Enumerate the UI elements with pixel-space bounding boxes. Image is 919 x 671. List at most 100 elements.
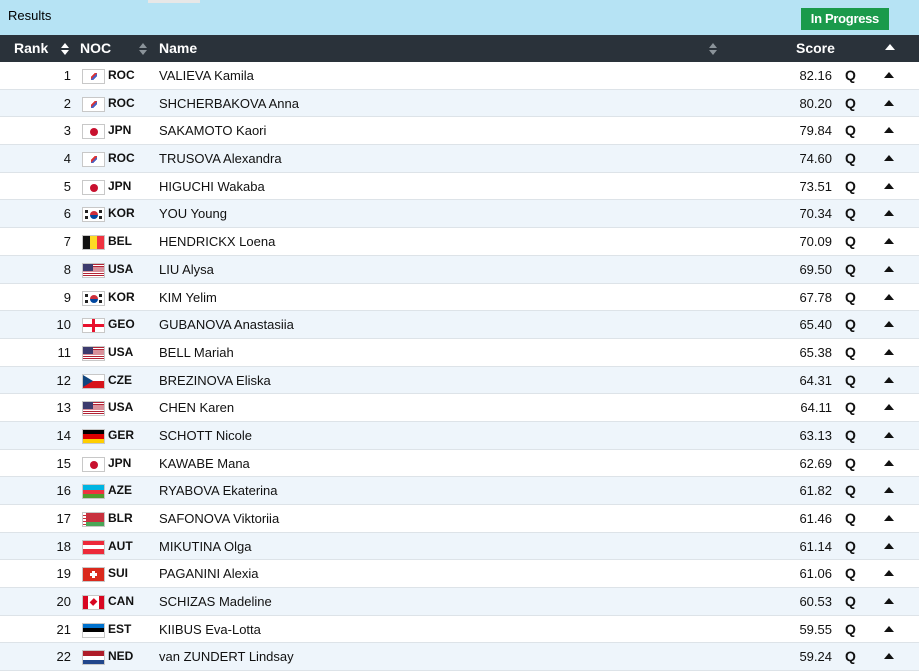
score-cell: 74.60 [799,151,832,167]
table-row[interactable]: 13 USA CHEN Karen 64.11 Q [0,394,919,422]
expand-row-icon[interactable] [884,515,894,521]
rank-cell: 8 [63,261,71,277]
athlete-name[interactable]: RYABOVA Ekaterina [159,483,278,499]
table-row[interactable]: 5 JPN HIGUCHI Wakaba 73.51 Q [0,173,919,201]
results-table-body: 1 ROC VALIEVA Kamila 82.16 Q 2 ROC SHCHERBAKOVA… [0,62,919,671]
flag-usa-icon [82,262,105,278]
score-cell: 70.34 [799,206,832,222]
table-row[interactable]: 21 EST KIIBUS Eva-Lotta 59.55 Q [0,616,919,644]
table-row[interactable]: 8 USA LIU Alysa 69.50 Q [0,255,919,284]
table-row[interactable]: 14 GER SCHOTT Nicole 63.13 Q [0,421,919,450]
expand-row-icon[interactable] [884,570,894,577]
athlete-name[interactable]: KIIBUS Eva-Lotta [159,621,261,637]
athlete-name[interactable]: BREZINOVA Eliska [159,372,271,388]
expand-row-icon[interactable] [884,127,894,134]
rank-cell: 14 [56,427,71,443]
table-row[interactable]: 22 NED van ZUNDERT Lindsay 59.24 Q [0,643,919,671]
athlete-name[interactable]: HENDRICKX Loena [159,234,276,250]
table-row[interactable]: 11 USA BELL Mariah 65.38 Q [0,339,919,367]
table-row[interactable]: 12 CZE BREZINOVA Eliska 64.31 Q [0,366,919,395]
table-row[interactable]: 19 SUI PAGANINI Alexia 61.06 Q [0,560,919,589]
athlete-name[interactable]: TRUSOVA Alexandra [159,151,282,167]
expand-row-icon[interactable] [884,99,894,106]
athlete-name[interactable]: VALIEVA Kamila [159,68,254,83]
table-row[interactable]: 17 BLR SAFONOVA Viktoriia 61.46 Q [0,505,919,533]
expand-row-icon[interactable] [884,459,894,466]
expand-row-icon[interactable] [884,598,894,605]
table-row[interactable]: 9 KOR KIM Yelim 67.78 Q [0,284,919,312]
score-cell: 59.55 [799,621,832,637]
expand-row-icon[interactable] [884,376,894,383]
sort-name-icon[interactable] [709,43,718,55]
table-row[interactable]: 16 AZE RYABOVA Ekaterina 61.82 Q [0,477,919,505]
score-cell: 64.31 [799,372,832,388]
noc-cell: KOR [108,289,135,304]
score-cell: 61.14 [799,538,832,554]
athlete-name[interactable]: SAFONOVA Viktoriia [159,511,280,526]
expand-row-icon[interactable] [884,653,894,660]
sort-noc-icon[interactable] [139,43,148,55]
table-row[interactable]: 15 JPN KAWABE Mana 62.69 Q [0,450,919,478]
athlete-name[interactable]: HIGUCHI Wakaba [159,178,265,194]
rank-cell: 21 [56,621,71,637]
athlete-name[interactable]: SAKAMOTO Kaori [159,123,267,139]
expand-row-icon[interactable] [884,238,894,245]
table-row[interactable]: 7 BEL HENDRICKX Loena 70.09 Q [0,228,919,256]
expand-row-icon[interactable] [884,210,894,217]
noc-cell: AUT [108,538,133,553]
column-noc[interactable]: NOC [80,40,112,56]
athlete-name[interactable]: MIKUTINA Olga [159,538,252,554]
flag-can-icon [82,595,105,611]
athlete-name[interactable]: van ZUNDERT Lindsay [159,649,294,665]
results-title: Results [8,8,52,23]
qualified-mark: Q [845,343,856,360]
noc-cell: AZE [108,483,132,498]
expand-row-icon[interactable] [884,431,894,438]
flag-ned-icon [82,650,105,666]
athlete-name[interactable]: SHCHERBAKOVA Anna [159,95,299,111]
tab-indicator [148,0,200,3]
score-cell: 59.24 [799,649,832,665]
expand-row-icon[interactable] [884,293,894,300]
expand-row-icon[interactable] [884,155,894,162]
athlete-name[interactable]: LIU Alysa [159,261,214,277]
rank-cell: 22 [56,649,71,665]
athlete-name[interactable]: CHEN Karen [159,400,235,416]
expand-row-icon[interactable] [884,625,894,632]
athlete-name[interactable]: PAGANINI Alexia [159,566,259,582]
expand-row-icon[interactable] [884,348,894,355]
column-rank[interactable]: Rank [14,40,49,56]
athlete-name[interactable]: KAWABE Mana [159,455,250,471]
noc-cell: BEL [108,234,132,249]
athlete-name[interactable]: YOU Young [159,206,227,222]
column-score[interactable]: Score [796,40,835,56]
table-row[interactable]: 1 ROC VALIEVA Kamila 82.16 Q [0,62,919,90]
sort-rank-icon[interactable] [61,43,70,55]
athlete-name[interactable]: SCHOTT Nicole [159,427,252,443]
athlete-name[interactable]: SCHIZAS Madeline [159,594,272,610]
table-row[interactable]: 18 AUT MIKUTINA Olga 61.14 Q [0,532,919,561]
expand-row-icon[interactable] [884,321,894,328]
table-row[interactable]: 20 CAN SCHIZAS Madeline 60.53 Q [0,588,919,616]
expand-row-icon[interactable] [884,182,894,189]
collapse-all-icon[interactable] [885,44,895,50]
score-cell: 64.11 [800,400,832,416]
expand-row-icon[interactable] [884,72,894,78]
noc-cell: EST [108,621,132,636]
qualified-mark: Q [845,426,856,443]
expand-row-icon[interactable] [884,542,894,549]
table-row[interactable]: 10 GEO GUBANOVA Anastasiia 65.40 Q [0,311,919,339]
expand-row-icon[interactable] [884,404,894,411]
noc-cell: ROC [108,68,135,82]
athlete-name[interactable]: KIM Yelim [159,289,217,305]
table-row[interactable]: 4 ROC TRUSOVA Alexandra 74.60 Q [0,145,919,173]
score-cell: 67.78 [799,289,832,305]
column-name[interactable]: Name [159,40,198,56]
table-row[interactable]: 6 KOR YOU Young 70.34 Q [0,200,919,229]
table-row[interactable]: 3 JPN SAKAMOTO Kaori 79.84 Q [0,117,919,146]
athlete-name[interactable]: BELL Mariah [159,344,234,360]
expand-row-icon[interactable] [884,265,894,272]
expand-row-icon[interactable] [884,487,894,494]
table-row[interactable]: 2 ROC SHCHERBAKOVA Anna 80.20 Q [0,89,919,118]
athlete-name[interactable]: GUBANOVA Anastasiia [159,317,294,333]
